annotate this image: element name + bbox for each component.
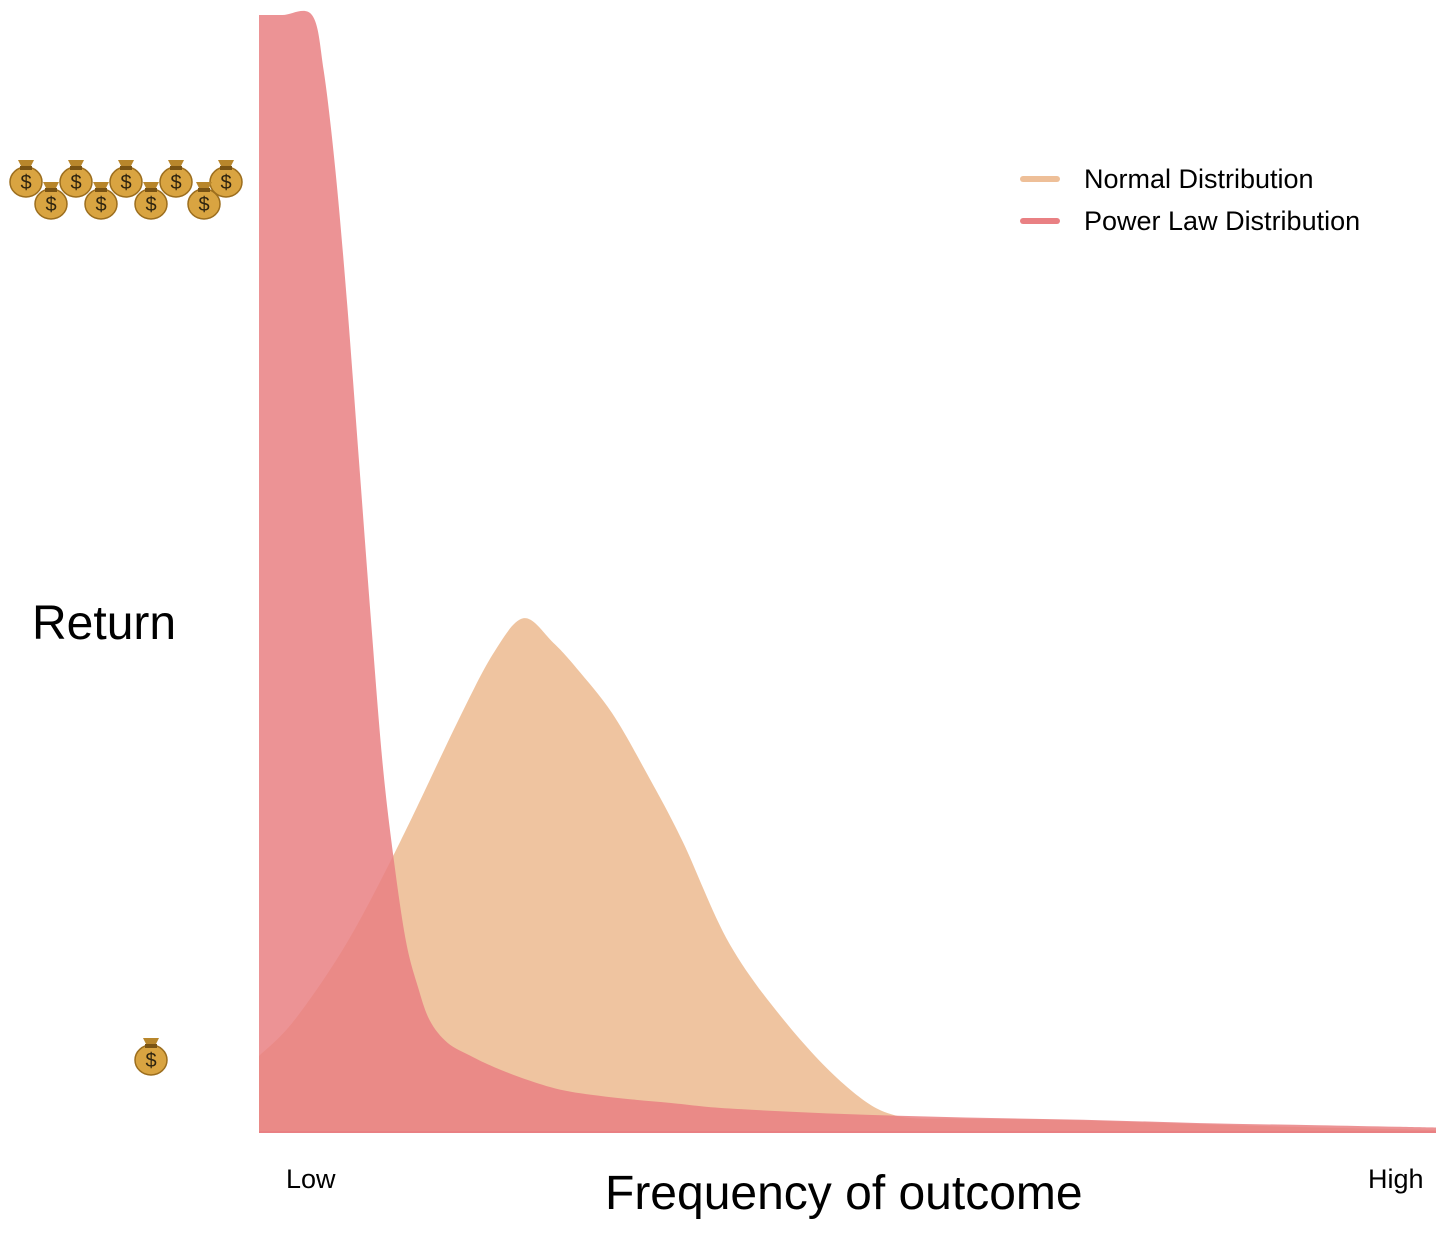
y-axis-label: Return [32,597,177,650]
money-bag-icon: $ [59,160,93,198]
legend-label-normal: Normal Distribution [1084,163,1314,194]
svg-text:$: $ [20,172,31,194]
svg-text:$: $ [95,194,106,216]
plot-area [259,10,1436,1133]
money-bag-icon: $ [84,182,118,220]
svg-text:$: $ [170,172,181,194]
svg-text:$: $ [145,1050,156,1072]
money-bag-icon: $ [209,160,243,198]
money-bag-cluster-icon: $ $ $ $ $ $ $ $ $ [8,150,248,227]
legend-item-power-law: Power Law Distribution [1020,200,1360,242]
money-bag-icon: $ [34,182,68,220]
series-area-normal-distribution [259,618,1436,1132]
money-bag-icon: $ [109,160,143,198]
money-bag-icon: $ [134,1038,168,1076]
svg-text:$: $ [120,172,131,194]
svg-text:$: $ [70,172,81,194]
money-bag-icon: $ [187,182,221,220]
svg-text:$: $ [220,172,231,194]
x-tick-low: Low [286,1164,336,1194]
money-bag-icon: $ [9,160,43,198]
legend-label-power-law: Power Law Distribution [1084,205,1361,236]
svg-text:$: $ [45,194,56,216]
legend-item-normal: Normal Distribution [1020,158,1360,200]
money-bag-icon: $ [159,160,193,198]
x-axis-label: Frequency of outcome [605,1167,1083,1220]
legend-swatch-power-law [1020,218,1060,224]
x-tick-high: High [1368,1164,1424,1194]
money-bag-icon: $ [134,182,168,220]
legend-swatch-normal [1020,176,1060,182]
legend: Normal Distribution Power Law Distributi… [1020,158,1360,242]
svg-text:$: $ [145,194,156,216]
money-bag-icon: $ [132,1033,170,1084]
series-area-power-law-distribution [259,10,1436,1133]
svg-text:$: $ [198,194,209,216]
